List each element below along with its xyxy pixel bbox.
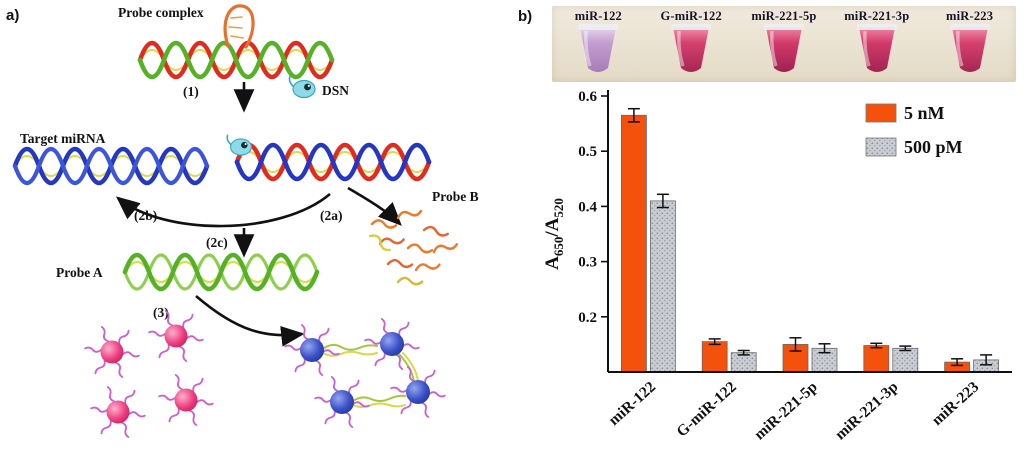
step-2b-label: (2b): [134, 208, 157, 223]
error-bar: [980, 354, 993, 366]
legend-swatch: [865, 137, 897, 157]
error-bar: [656, 193, 669, 209]
panel-b-label: b): [518, 8, 533, 25]
bar: [701, 341, 728, 373]
dsn-enzyme-icon: [288, 75, 316, 99]
tube-sample: miR-221-3p: [830, 6, 923, 82]
x-tick-label: miR-122: [605, 378, 659, 429]
tube-label: miR-221-3p: [844, 9, 910, 23]
dsn-enzyme-icon: [226, 133, 253, 156]
tube-label: G-miR-122: [660, 9, 722, 23]
tube-icon: [671, 24, 712, 72]
y-tick-label: 0.2: [578, 310, 597, 326]
legend-label: 5 nM: [904, 103, 945, 123]
probe-b-helix: [234, 142, 432, 182]
tube-label: miR-223: [945, 9, 994, 23]
legend-swatch: [865, 103, 897, 123]
bar: [863, 345, 890, 373]
x-tick-label: miR-223: [929, 378, 983, 429]
dispersed-nanoparticles: [84, 309, 214, 439]
error-bar: [870, 342, 883, 349]
dna-linkers: [322, 343, 419, 408]
target-mirna-label: Target miRNA: [20, 131, 106, 146]
tube-sample: miR-223: [923, 6, 1016, 82]
error-bar: [627, 107, 640, 123]
tube-sample: miR-122: [552, 6, 645, 82]
tube-sample: miR-221-5p: [738, 6, 831, 82]
y-tick-label: 0.3: [578, 255, 597, 271]
probe-complex-label: Probe complex: [118, 5, 204, 20]
tube-photo-strip: miR-122 G-miR-122 miR-221-5p miR-221-3p miR-…: [552, 6, 1016, 82]
y-tick-label: 0.5: [578, 144, 597, 160]
target-mirna-helix: [12, 146, 210, 186]
tube-label: miR-122: [574, 9, 623, 23]
bar: [621, 114, 647, 373]
bar-chart: miR-122 G-miR-122 miR-221-5p miR-221-3p miR-…: [542, 89, 1012, 443]
panel-a-diagram: a) Probe complex (1) DSN Target miRNA: [6, 4, 479, 439]
tube-icon: [763, 24, 804, 72]
degraded-fragments: [368, 207, 459, 286]
probe-complex-helix: [137, 40, 335, 80]
bar: [892, 347, 919, 373]
error-bar: [708, 338, 721, 346]
panel-b: b) miR-122 G-miR-122 miR-221-5p miR-221-3p m…: [510, 0, 1024, 451]
probe-b-label: Probe B: [432, 189, 479, 204]
probe-a-helix: [122, 252, 320, 292]
arrow-step-2a: [347, 186, 402, 226]
tube-icon: [578, 24, 619, 72]
tube-icon: [856, 24, 897, 72]
tube-sample: G-miR-122: [645, 6, 738, 82]
y-axis-label: A650/A520: [542, 198, 566, 270]
x-tick-label: miR-221-5p: [751, 378, 821, 443]
error-bar: [818, 343, 831, 354]
y-tick-label: 0.6: [578, 89, 597, 105]
tube-icon: [949, 24, 990, 72]
dsn-label: DSN: [322, 83, 349, 98]
error-bar: [899, 345, 912, 352]
legend-label: 500 pM: [904, 137, 963, 157]
probe-a-label: Probe A: [56, 265, 103, 280]
step-1-label: (1): [183, 84, 199, 99]
step-2a-label: (2a): [320, 208, 343, 223]
hairpin-loop: [223, 4, 255, 49]
aggregated-nanoparticles: [284, 317, 446, 429]
x-tick-label: G-miR-122: [673, 378, 740, 440]
step-2c-label: (2c): [206, 235, 228, 250]
y-tick-label: 0.4: [578, 199, 597, 215]
error-bar: [951, 358, 964, 367]
step-3-label: (3): [153, 305, 169, 320]
bar: [650, 200, 676, 373]
error-bar: [789, 337, 802, 352]
x-tick-label: miR-221-3p: [832, 378, 902, 443]
arrow-step-2b: [115, 193, 331, 228]
panel-a-label: a): [6, 7, 19, 24]
tube-label: miR-221-5p: [751, 9, 817, 23]
error-bar: [737, 349, 750, 356]
arrow-step-3: [195, 295, 305, 347]
